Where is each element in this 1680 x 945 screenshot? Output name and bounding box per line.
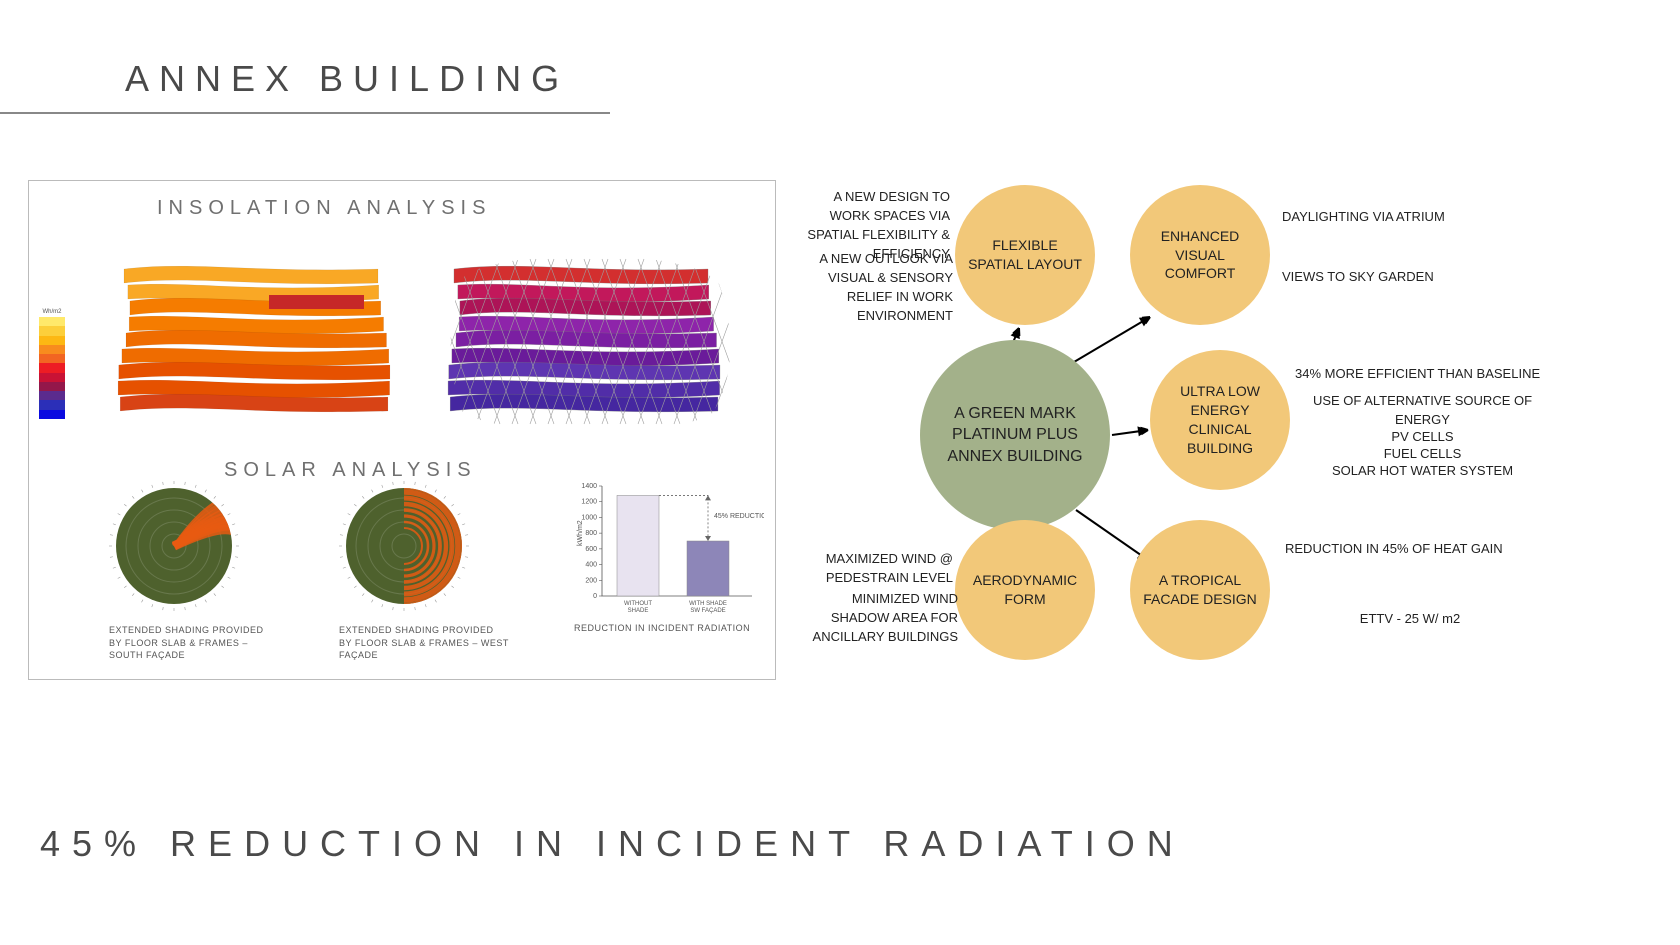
insolation-building-left	[114, 239, 404, 439]
solar-disc-south: EXTENDED SHADING PROVIDED BY FLOOR SLAB …	[109, 481, 279, 662]
solar-disc-south-caption: EXTENDED SHADING PROVIDED BY FLOOR SLAB …	[109, 624, 279, 662]
legend-label: Wh/m2	[39, 309, 65, 315]
solar-disc-west-caption: EXTENDED SHADING PROVIDED BY FLOOR SLAB …	[339, 624, 509, 662]
side-text: MINIMIZED WIND SHADOW AREA FOR ANCILLARY…	[798, 590, 958, 647]
title-divider	[0, 112, 610, 114]
side-text: VIEWS TO SKY GARDEN	[1282, 268, 1482, 287]
svg-text:1400: 1400	[581, 483, 597, 490]
legend-swatch	[39, 363, 65, 372]
legend-swatch	[39, 336, 65, 345]
svg-text:200: 200	[585, 577, 597, 584]
insolation-heading: INSOLATION ANALYSIS	[157, 197, 491, 220]
heatmap-legend: Wh/m2	[39, 309, 65, 419]
legend-swatch	[39, 391, 65, 400]
svg-text:SW FAÇADE: SW FAÇADE	[690, 608, 725, 614]
legend-swatch	[39, 354, 65, 363]
svg-text:600: 600	[585, 546, 597, 553]
sat-energy-label: ULTRA LOW ENERGY CLINICAL BUILDING	[1160, 382, 1280, 458]
sat-visual-label: ENHANCED VISUAL COMFORT	[1140, 227, 1260, 284]
solar-heading: SOLAR ANALYSIS	[224, 459, 477, 482]
svg-text:800: 800	[585, 530, 597, 537]
concept-diagram: A GREEN MARK PLATINUM PLUS ANNEX BUILDIN…	[790, 170, 1660, 730]
svg-text:0: 0	[593, 593, 597, 600]
svg-text:400: 400	[585, 562, 597, 569]
svg-text:WITH SHADE: WITH SHADE	[689, 601, 727, 607]
center-node: A GREEN MARK PLATINUM PLUS ANNEX BUILDIN…	[920, 340, 1110, 530]
svg-text:WITHOUT: WITHOUT	[624, 601, 652, 607]
svg-text:kWh/m2: kWh/m2	[577, 520, 584, 546]
side-text: 34% MORE EFFICIENT THAN BASELINE	[1295, 365, 1550, 384]
legend-swatch	[39, 400, 65, 409]
sat-flex-label: FLEXIBLE SPATIAL LAYOUT	[965, 236, 1085, 274]
satellite-tropical: A TROPICAL FACADE DESIGN	[1130, 520, 1270, 660]
analysis-panel: INSOLATION ANALYSIS SOLAR ANALYSIS Wh/m2…	[28, 180, 776, 680]
satellite-energy: ULTRA LOW ENERGY CLINICAL BUILDING	[1150, 350, 1290, 490]
radiation-bar-chart: 0200400600800100012001400kWh/m2WITHOUTSH…	[574, 476, 764, 635]
svg-text:SHADE: SHADE	[628, 608, 649, 614]
legend-swatch	[39, 382, 65, 391]
legend-swatch	[39, 410, 65, 419]
side-text: ETTV - 25 W/ m2	[1285, 610, 1535, 629]
legend-swatch	[39, 345, 65, 354]
sat-tropical-label: A TROPICAL FACADE DESIGN	[1140, 571, 1260, 609]
svg-text:1200: 1200	[581, 499, 597, 506]
legend-swatch	[39, 317, 65, 326]
side-text: DAYLIGHTING VIA ATRIUM	[1282, 208, 1482, 227]
insolation-building-right	[444, 239, 734, 439]
solar-disc-west: EXTENDED SHADING PROVIDED BY FLOOR SLAB …	[339, 481, 509, 662]
svg-text:45% REDUCTION: 45% REDUCTION	[714, 513, 764, 520]
satellite-visual: ENHANCED VISUAL COMFORT	[1130, 185, 1270, 325]
satellite-flex: FLEXIBLE SPATIAL LAYOUT	[955, 185, 1095, 325]
bar-chart-caption: REDUCTION IN INCIDENT RADIATION	[574, 622, 764, 635]
satellite-aero: AERODYNAMIC FORM	[955, 520, 1095, 660]
side-text: MAXIMIZED WIND @ PEDESTRAIN LEVEL	[798, 550, 953, 588]
side-text: SOLAR HOT WATER SYSTEM	[1295, 462, 1550, 481]
footer-headline: 45% REDUCTION IN INCIDENT RADIATION	[40, 823, 1185, 865]
legend-swatch	[39, 373, 65, 382]
center-label: A GREEN MARK PLATINUM PLUS ANNEX BUILDIN…	[930, 403, 1100, 468]
side-text: USE OF ALTERNATIVE SOURCE OF ENERGY	[1295, 392, 1550, 430]
legend-swatch	[39, 326, 65, 335]
page-title: ANNEX BUILDING	[125, 58, 569, 100]
side-text: A NEW OUTLOOK VIA VISUAL & SENSORY RELIE…	[795, 250, 953, 325]
side-text: REDUCTION IN 45% OF HEAT GAIN	[1285, 540, 1535, 559]
sat-aero-label: AERODYNAMIC FORM	[965, 571, 1085, 609]
